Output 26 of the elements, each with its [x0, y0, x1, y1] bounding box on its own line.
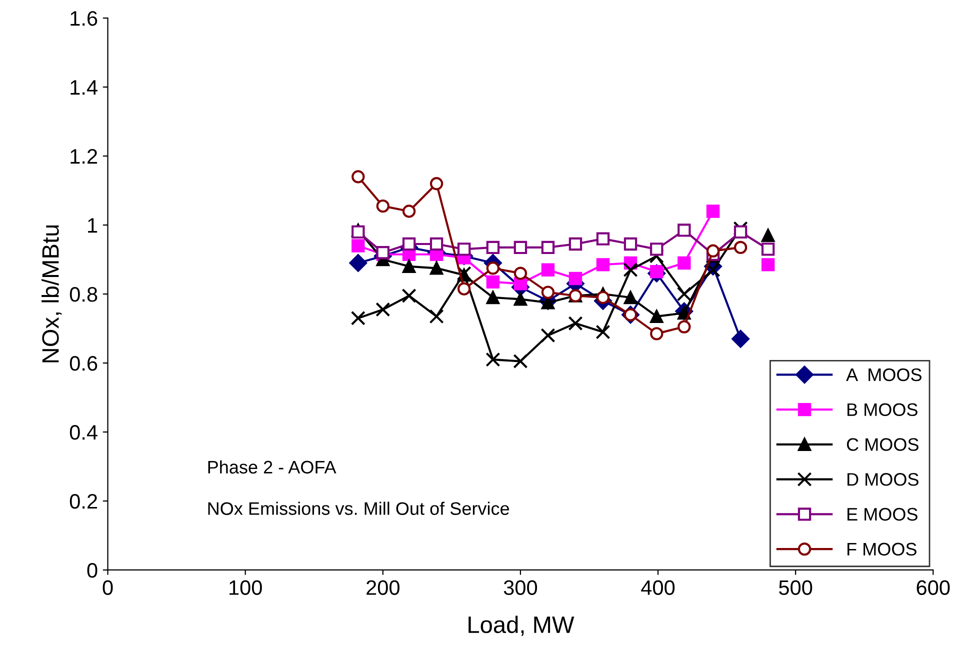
y-tick-label: 1.4	[70, 80, 98, 95]
y-tick-label: 1	[88, 218, 98, 233]
y-tick-label: 0.6	[70, 356, 98, 371]
x-tick-label: 600	[916, 580, 950, 596]
x-tick-label: 500	[779, 580, 812, 596]
legend-label: E MOOS	[848, 508, 918, 521]
y-tick-label: 0	[87, 562, 98, 578]
y-tick-label: 0.8	[70, 287, 98, 302]
legend-label: B MOOS	[848, 403, 918, 416]
y-tick-label: 1.2	[70, 149, 98, 164]
legend-label: F MOOS	[848, 542, 916, 556]
x-tick-label: 400	[641, 580, 675, 596]
x-tick-label: 300	[504, 580, 538, 596]
legend-label: A MOOS	[846, 368, 922, 382]
x-axis-title: Load, MW	[468, 616, 574, 636]
legend-label: C MOOS	[846, 438, 918, 451]
x-tick-label: 100	[230, 580, 262, 596]
y-tick-label: 1.6	[70, 11, 98, 26]
y-axis-title: NOx, lb/MBtu	[42, 225, 62, 362]
annotation: NOx Emissions vs. Mill Out of Service	[208, 502, 510, 515]
y-tick-label: 0.2	[70, 494, 98, 509]
annotation: Phase 2 - AOFA	[208, 460, 336, 474]
y-tick-label: 0.4	[70, 425, 98, 440]
legend-label: D MOOS	[848, 473, 918, 486]
x-tick-label: 200	[366, 580, 400, 596]
x-tick-label: 0	[102, 580, 113, 596]
